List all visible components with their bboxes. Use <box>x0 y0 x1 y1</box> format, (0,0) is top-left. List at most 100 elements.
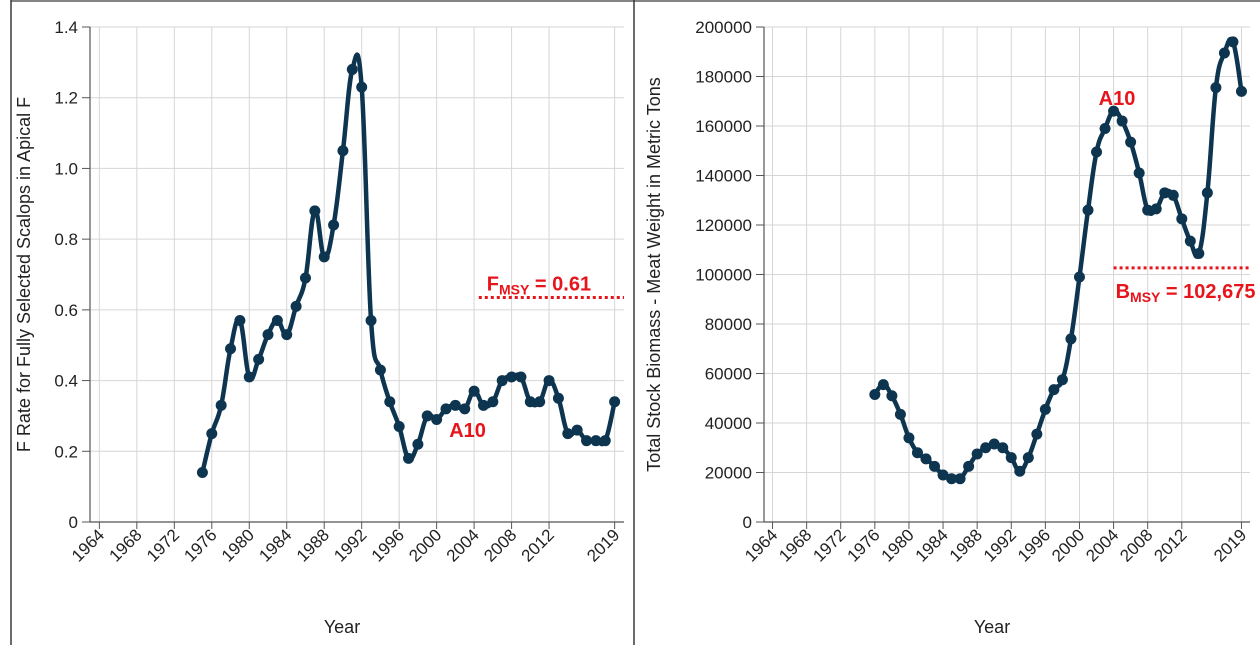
f-rate-data-point <box>215 399 227 411</box>
biomass-data-point <box>1176 213 1188 225</box>
f-rate-data-point <box>477 399 489 411</box>
biomass-data-point <box>946 473 958 485</box>
f-rate-data-point <box>281 329 293 341</box>
f-rate-y-tick-label: 0.4 <box>54 372 78 391</box>
f-rate-y-tick-label: 0.8 <box>54 230 78 249</box>
f-rate-data-point <box>384 396 396 408</box>
biomass-data-point <box>1091 146 1103 158</box>
f-rate-data-point <box>534 396 546 408</box>
biomass-data-point <box>1065 333 1077 345</box>
biomass-y-tick-label: 140000 <box>695 167 752 186</box>
f-rate-y-axis-label: F Rate for Fully Selected Scalops in Api… <box>14 97 34 452</box>
biomass-data-point <box>1022 452 1034 464</box>
f-rate-data-point <box>543 375 555 387</box>
f-rate-data-point <box>431 413 443 425</box>
biomass-data-point <box>1167 189 1179 201</box>
f-rate-data-point <box>449 399 461 411</box>
biomass-data-point <box>886 390 898 402</box>
f-rate-y-tick-label: 1.2 <box>54 89 78 108</box>
biomass-data-point <box>1227 36 1239 48</box>
biomass-a10-annotation: A10 <box>1099 88 1136 110</box>
f-rate-data-point <box>421 410 433 422</box>
f-rate-data-point <box>234 314 246 326</box>
biomass-data-point <box>894 408 906 420</box>
biomass-data-point <box>1108 105 1120 117</box>
f-rate-data-point <box>243 371 255 383</box>
biomass-data-point <box>1056 374 1068 386</box>
f-rate-data-point <box>225 343 237 355</box>
f-rate-y-tick-label: 0.6 <box>54 301 78 320</box>
f-rate-grid <box>90 26 624 523</box>
f-msy-label-main: F <box>487 273 499 295</box>
biomass-data-point <box>1159 187 1171 199</box>
b-msy-label-main: B <box>1116 281 1130 303</box>
f-rate-data-point <box>496 375 508 387</box>
f-rate-data-point <box>590 435 602 447</box>
biomass-data-point <box>954 473 966 485</box>
biomass-y-tick-label: 120000 <box>695 216 752 235</box>
f-rate-data-point <box>440 403 452 415</box>
biomass-y-tick-label: 160000 <box>695 117 752 136</box>
f-rate-data-point <box>506 371 518 383</box>
biomass-data-point <box>911 447 923 459</box>
biomass-y-tick-label: 80000 <box>705 315 752 334</box>
f-msy-label-sub: MSY <box>499 281 530 297</box>
biomass-y-tick-label: 20000 <box>705 464 752 483</box>
f-rate-data-point <box>328 219 340 231</box>
biomass-y-tick-label: 40000 <box>705 414 752 433</box>
biomass-points <box>869 36 1247 485</box>
f-msy-label: FMSY = 0.61 <box>487 273 591 297</box>
f-rate-data-point <box>581 435 593 447</box>
f-rate-y-tick-label: 1.4 <box>54 18 78 37</box>
biomass-data-point <box>1235 85 1247 97</box>
biomass-y-tick-label: 200000 <box>695 18 752 37</box>
biomass-data-point <box>1218 47 1230 59</box>
biomass-data-point <box>1210 82 1222 94</box>
f-rate-points <box>196 63 621 478</box>
biomass-data-point <box>877 379 889 391</box>
f-rate-x-axis-label: Year <box>324 617 360 637</box>
biomass-y-ticks: 0 20000 40000 60000 80000 100000 120000 140000 1… <box>695 18 752 532</box>
f-rate-data-point <box>206 428 218 440</box>
biomass-data-point <box>980 442 992 454</box>
biomass-data-point <box>1133 167 1145 179</box>
f-rate-data-point <box>271 314 283 326</box>
f-rate-data-point <box>515 371 527 383</box>
biomass-data-point <box>920 453 932 465</box>
f-rate-data-point <box>318 251 330 263</box>
biomass-data-point <box>971 448 983 460</box>
f-rate-axes <box>82 26 624 529</box>
biomass-data-point <box>997 442 1009 454</box>
f-rate-data-point <box>393 421 405 433</box>
biomass-data-point <box>1014 465 1026 477</box>
biomass-data-point <box>1201 187 1213 199</box>
f-msy-reference: FMSY = 0.61 <box>478 273 624 299</box>
f-rate-data-point <box>459 403 471 415</box>
f-rate-data-point <box>299 272 311 284</box>
f-rate-data-point <box>562 428 574 440</box>
biomass-y-tick-label: 180000 <box>695 68 752 87</box>
biomass-data-point <box>1142 204 1154 216</box>
biomass-data-point <box>1125 136 1137 148</box>
f-rate-data-point <box>346 63 358 75</box>
biomass-x-axis-label: Year <box>974 617 1010 637</box>
f-rate-data-point <box>262 329 274 341</box>
f-msy-label-rest: = 0.61 <box>529 273 591 295</box>
biomass-data-point <box>1116 115 1128 127</box>
f-rate-y-tick-label: 1.0 <box>54 159 78 178</box>
biomass-y-tick-label: 100000 <box>695 266 752 285</box>
f-rate-data-point <box>468 385 480 397</box>
f-rate-data-point <box>599 435 611 447</box>
biomass-data-point <box>1073 271 1085 283</box>
f-rate-data-point <box>290 300 302 312</box>
biomass-data-point <box>1031 428 1043 440</box>
f-rate-a10-annotation: A10 <box>449 420 486 442</box>
biomass-y-tick-label: 0 <box>743 513 752 532</box>
biomass-data-point <box>1082 204 1094 216</box>
b-msy-label: BMSY = 102,675 <box>1116 281 1256 305</box>
b-msy-label-sub: MSY <box>1130 289 1161 305</box>
biomass-data-point <box>903 432 915 444</box>
biomass-y-axis-label: Total Stock Biomass - Meat Weight in Met… <box>644 77 664 471</box>
